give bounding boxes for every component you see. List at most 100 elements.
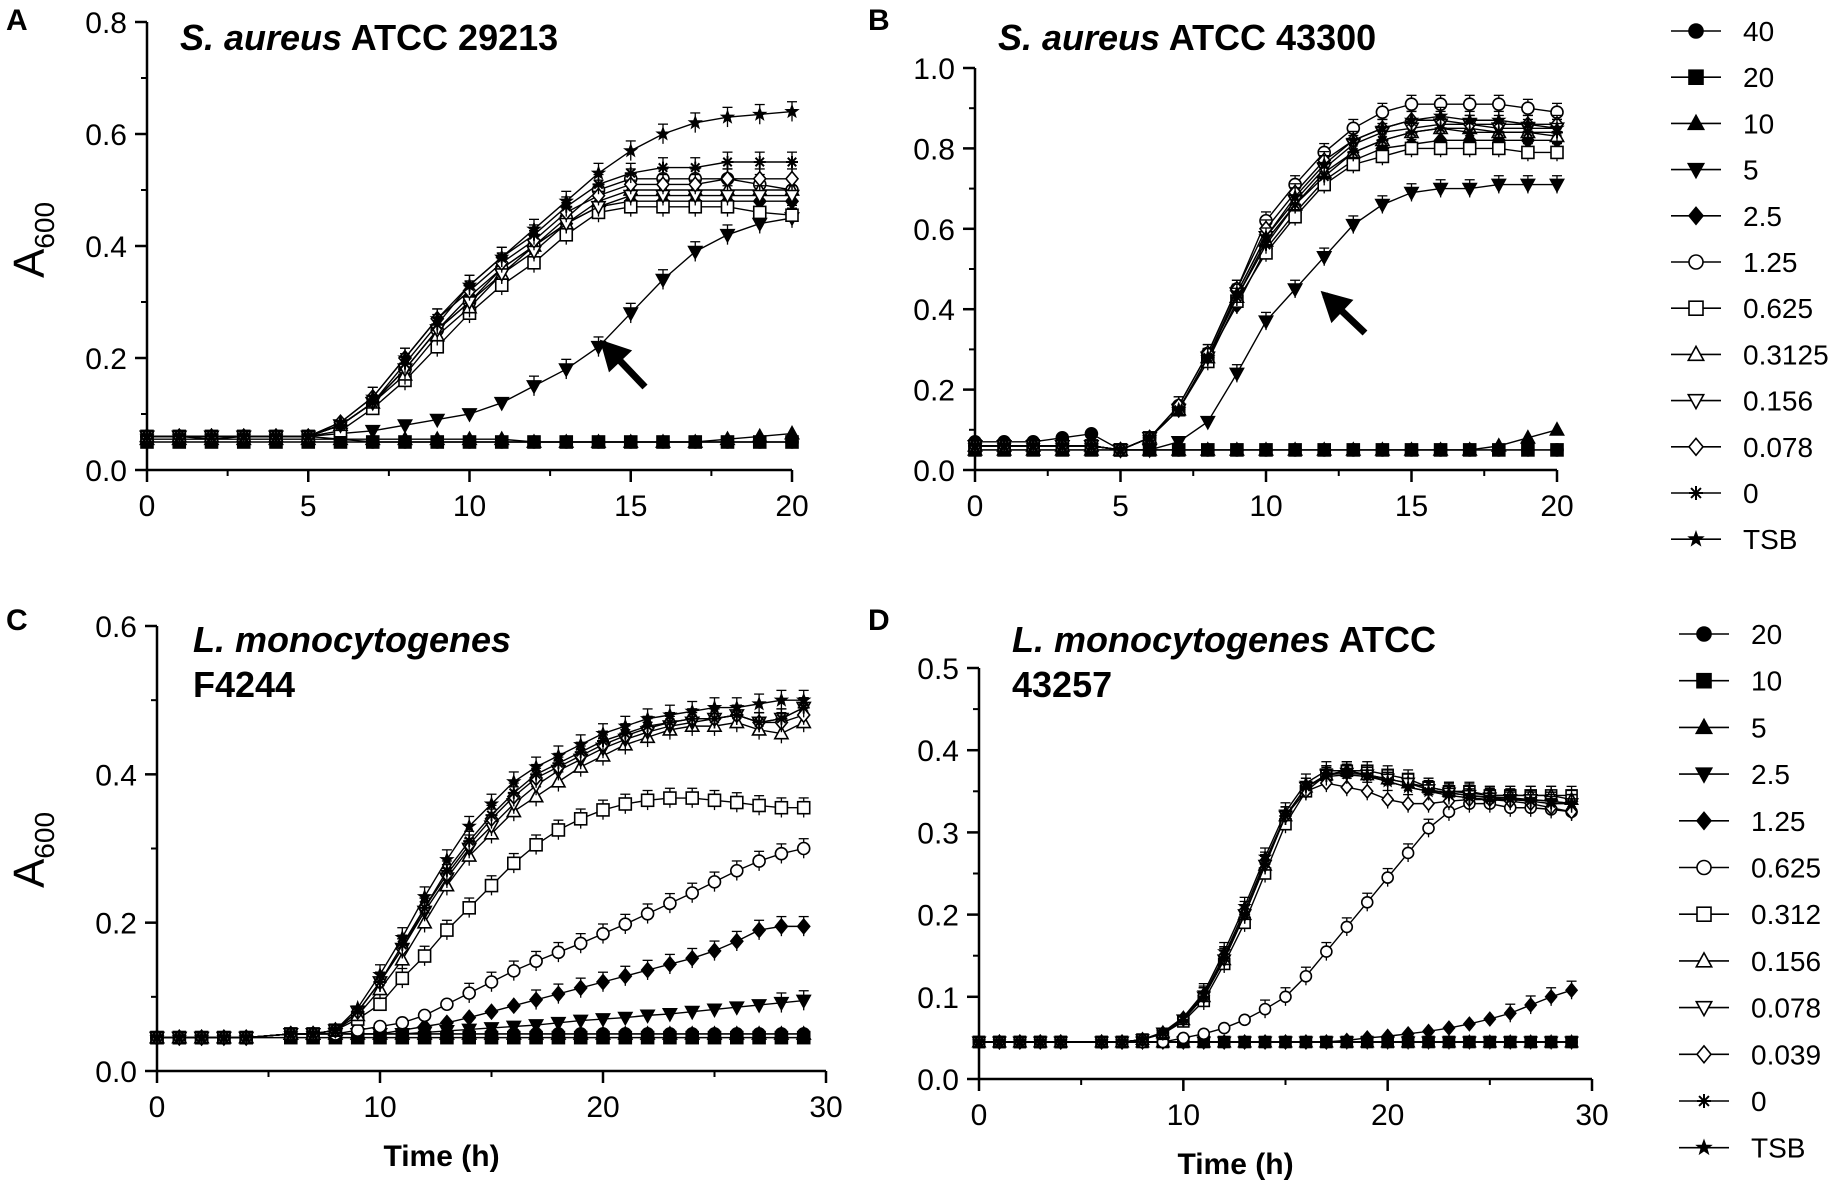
legend-label: 0 — [1751, 1086, 1767, 1117]
panel-letter: C — [6, 604, 28, 637]
data-point — [752, 106, 768, 121]
data-point — [617, 718, 633, 733]
x-axis-label: Time (h) — [383, 1140, 499, 1173]
data-point — [751, 999, 768, 1014]
data-point — [483, 795, 500, 811]
data-point — [572, 1025, 589, 1040]
legend-label: 0 — [1743, 478, 1759, 509]
data-point — [624, 167, 637, 180]
data-point — [684, 703, 700, 718]
legend-bottom: 20 10 5 2.5 1.25 0.625 0.312 0.156 0.078 0.039 0 TS… — [1679, 619, 1821, 1164]
data-point — [689, 161, 702, 174]
series-0.625 — [972, 793, 1578, 1049]
data-point — [595, 973, 611, 991]
legend-label: 0.078 — [1743, 432, 1813, 463]
data-point — [461, 277, 478, 292]
legend-item: 1.25 — [1679, 806, 1806, 837]
panel-letter: D — [868, 604, 890, 637]
data-point — [1299, 1034, 1313, 1050]
data-point — [484, 878, 499, 893]
data-point — [394, 951, 411, 966]
data-point — [687, 433, 704, 448]
legend-marker — [1687, 206, 1705, 226]
arrow-head — [599, 339, 633, 373]
data-point — [1405, 126, 1418, 139]
data-point — [1319, 763, 1334, 777]
data-point — [1197, 1034, 1211, 1050]
data-point — [416, 888, 433, 904]
data-point — [558, 193, 574, 208]
data-point — [332, 414, 349, 429]
data-point — [1360, 767, 1375, 781]
series-1.25 — [149, 915, 811, 1047]
data-point — [1401, 1025, 1415, 1042]
data-point — [1462, 141, 1477, 156]
y-tick-label: 0.2 — [95, 908, 137, 941]
data-point — [596, 803, 610, 817]
y-axis-label: A600 — [5, 812, 60, 888]
legend-label: 5 — [1751, 712, 1767, 743]
data-point — [1482, 789, 1497, 804]
data-point — [528, 788, 545, 803]
data-point — [1461, 182, 1478, 198]
data-point — [622, 307, 639, 322]
data-point — [662, 955, 677, 973]
x-tick-label: 15 — [614, 490, 647, 523]
data-point — [729, 795, 744, 810]
legend-item: 2.5 — [1671, 201, 1782, 232]
legend-marker — [1694, 767, 1714, 784]
series-1.25 — [972, 980, 1579, 1050]
data-point — [1404, 141, 1419, 156]
legend-item: 40 — [1671, 16, 1774, 47]
y-tick-label: 0.6 — [95, 611, 137, 644]
series-line — [979, 770, 1572, 1043]
data-point — [573, 736, 589, 752]
data-point — [639, 1009, 656, 1024]
data-point — [1025, 437, 1041, 453]
data-point — [1258, 1034, 1272, 1050]
data-point — [1421, 795, 1436, 812]
legend-item: 0.156 — [1671, 386, 1813, 417]
series-TSB — [139, 101, 800, 443]
data-point — [551, 945, 566, 960]
data-point — [1432, 182, 1449, 198]
data-point — [1228, 367, 1245, 383]
data-point — [751, 695, 767, 711]
series-line — [979, 772, 1572, 1043]
legend-item: 0.625 — [1671, 293, 1813, 324]
data-point — [417, 1018, 432, 1035]
x-tick-label: 0 — [139, 490, 156, 523]
legend-marker — [1687, 530, 1705, 547]
legend-item: 0.039 — [1679, 1039, 1821, 1070]
legend-label: 0.156 — [1751, 946, 1821, 977]
data-point — [1135, 1032, 1150, 1046]
legend-label: 10 — [1751, 666, 1782, 697]
data-point — [1519, 429, 1536, 444]
data-point — [1094, 1034, 1109, 1049]
x-axis-label: Time (h) — [1177, 1148, 1293, 1181]
data-point — [483, 1022, 500, 1037]
y-axis-label: A600 — [5, 202, 60, 278]
data-point — [507, 786, 520, 799]
data-point — [1521, 145, 1535, 160]
data-point — [493, 396, 510, 412]
data-point — [1381, 871, 1394, 884]
data-point — [416, 914, 433, 929]
data-point — [429, 413, 446, 429]
legend-label: 20 — [1743, 62, 1774, 93]
data-point — [394, 929, 410, 945]
legend-marker — [1695, 1044, 1713, 1064]
legend-marker — [1697, 1094, 1711, 1108]
data-point — [1340, 1032, 1354, 1049]
data-point — [752, 798, 766, 813]
data-point — [729, 932, 744, 950]
data-point — [655, 125, 671, 141]
data-point — [485, 809, 498, 822]
data-point — [395, 1015, 410, 1030]
data-point — [418, 901, 431, 914]
data-point — [1523, 1036, 1539, 1050]
data-point — [461, 408, 478, 423]
data-point — [719, 189, 736, 205]
legend-marker — [1686, 162, 1706, 180]
data-point — [493, 430, 510, 446]
